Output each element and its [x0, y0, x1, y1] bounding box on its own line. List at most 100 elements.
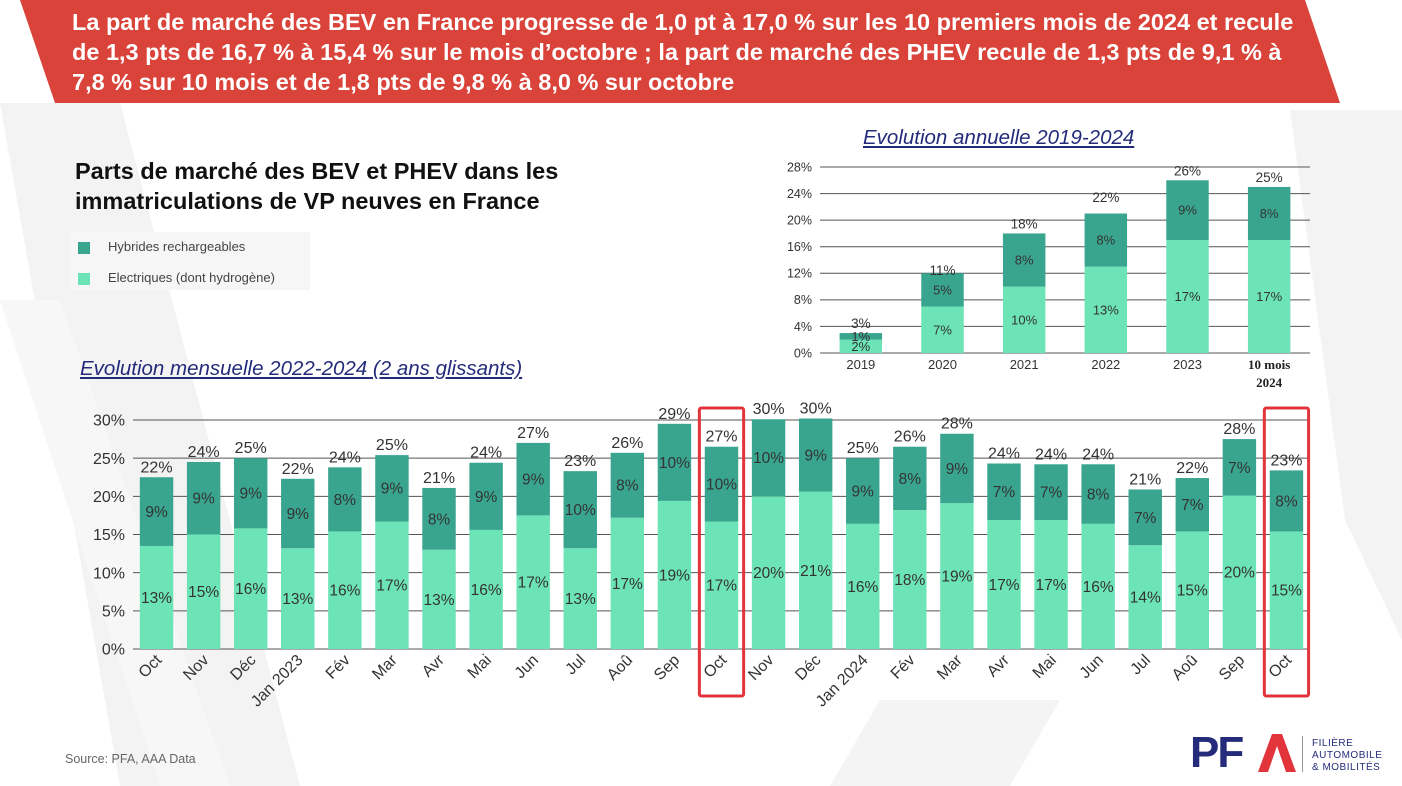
label-bev-1: 15% [188, 584, 219, 601]
y-tick-label: 30% [93, 413, 125, 430]
monthly-subtitle: Evolution mensuelle 2022-2024 (2 ans gli… [80, 357, 523, 380]
total-label-3: 22% [282, 461, 314, 478]
label-bev-24: 15% [1271, 583, 1302, 600]
bar-bev-2 [1002, 286, 1046, 353]
label-phev-0: 1% [851, 329, 870, 344]
x-tick-label-11: Sep [651, 652, 683, 684]
label-bev-4: 16% [329, 583, 360, 600]
bar-phev-3 [281, 478, 315, 549]
label-bev-15: 16% [847, 579, 878, 596]
label-phev-23: 7% [1228, 460, 1251, 477]
label-phev-4: 9% [1178, 203, 1197, 218]
bar-phev-21 [1128, 489, 1162, 546]
label-phev-8: 9% [522, 472, 545, 489]
bar-bev-0 [839, 339, 883, 353]
legend-label-bev: Electriques (dont hydrogène) [108, 270, 275, 285]
monthly-chart: 0% 5% 10% 15% 20% 25% 30% 13% 9% 22% Oct 15% 9% 24% No… [93, 400, 1311, 710]
bar-phev-15 [846, 458, 880, 524]
highlight-box-12 [697, 406, 746, 698]
total-label-19: 24% [1035, 446, 1067, 463]
label-bev-1: 7% [933, 322, 952, 337]
x-tick-label-1: Nov [180, 652, 212, 684]
label-bev-23: 20% [1224, 565, 1255, 582]
y-tick-label: 12% [787, 267, 812, 281]
label-bev-22: 15% [1177, 583, 1208, 600]
highlight-box-24 [1262, 406, 1311, 698]
pfa-logo: PF FILIÈRE AUTOMOBILE & MOBILITÉS [1190, 728, 1390, 778]
label-bev-11: 19% [659, 567, 690, 584]
label-bev-20: 16% [1083, 579, 1114, 596]
label-bev-13: 20% [753, 565, 784, 582]
bar-phev-24 [1269, 470, 1304, 532]
total-label-6: 21% [423, 470, 455, 487]
bar-phev-12 [704, 446, 739, 522]
bar-bev-0 [139, 545, 174, 649]
total-label-24: 23% [1270, 452, 1302, 469]
label-bev-17: 19% [941, 569, 972, 586]
logo-line-1: FILIÈRE [1312, 738, 1354, 749]
label-phev-4: 8% [334, 492, 357, 509]
annual-chart: 0% 4% 8% 12% 16% 20% 24% 28% 2%1%3% 2019 7% 5% 11% 20… [787, 160, 1310, 390]
label-bev-0: 2% [851, 339, 870, 354]
label-bev-8: 17% [518, 575, 549, 592]
source-note: Source: PFA, AAA Data [65, 752, 196, 766]
label-phev-10: 8% [616, 478, 639, 495]
x-tick-label-14: Déc [792, 652, 824, 684]
x-tick-label-13: Nov [745, 652, 777, 684]
label-phev-1: 5% [933, 282, 952, 297]
headline-banner: La part de marché des BEV en France prog… [0, 0, 1402, 103]
total-label-14: 30% [800, 400, 832, 417]
total-label-2: 25% [235, 440, 267, 457]
x-tick-label-18: Avr [984, 651, 1013, 680]
total-label-16: 26% [894, 429, 926, 446]
total-label-2: 18% [1011, 216, 1038, 231]
y-tick-label: 0% [102, 642, 125, 659]
x-tick-label-8: Jun [512, 652, 542, 682]
bar-bev-16 [893, 510, 927, 649]
bar-phev-1 [186, 461, 221, 535]
label-phev-21: 7% [1134, 510, 1157, 527]
bar-bev-22 [1175, 531, 1210, 649]
bar-phev-17 [940, 433, 974, 504]
label-phev-1: 9% [192, 491, 215, 508]
label-bev-3: 13% [282, 591, 313, 608]
logo-line-3: & MOBILITÉS [1312, 762, 1381, 773]
bar-bev-18 [987, 519, 1021, 649]
total-label-1: 11% [929, 263, 955, 278]
total-label-8: 27% [517, 425, 549, 442]
total-label-21: 21% [1129, 471, 1161, 488]
bar-phev-18 [987, 463, 1021, 520]
bar-phev-0 [839, 333, 883, 340]
bar-phev-14 [798, 418, 833, 492]
x-tick-label-5: 10 mois 2024 [1248, 357, 1290, 390]
x-tick-label-21: Jul [1128, 652, 1154, 678]
x-tick-label-1: 2020 [928, 357, 957, 372]
logo-separator [1302, 736, 1303, 772]
x-tick-label-7: Mai [465, 652, 495, 682]
label-bev-6: 13% [424, 592, 455, 609]
total-label-4: 26% [1174, 163, 1201, 178]
label-bev-5: 17% [376, 578, 407, 595]
label-phev-6: 8% [428, 511, 451, 528]
bar-phev-4 [328, 467, 362, 532]
annual-subtitle: Evolution annuelle 2019-2024 [863, 126, 1135, 149]
logo-letters: PF [1190, 728, 1244, 777]
bar-bev-23 [1222, 495, 1257, 649]
total-label-0: 22% [141, 459, 173, 476]
bar-bev-1 [921, 306, 964, 353]
bar-bev-10 [610, 517, 645, 649]
bar-bev-13 [751, 496, 786, 649]
total-label-5: 25% [1256, 170, 1283, 185]
x-tick-label-0: Oct [136, 651, 166, 681]
total-label-1: 24% [188, 444, 220, 461]
total-label-10: 26% [611, 435, 643, 452]
label-bev-21: 14% [1130, 590, 1161, 607]
logo-a-mark [1258, 734, 1296, 772]
bar-phev-23 [1222, 439, 1257, 496]
x-tick-label-16: Fév [888, 652, 919, 683]
label-phev-11: 10% [659, 455, 690, 472]
bar-bev-7 [469, 529, 503, 649]
label-phev-5: 9% [381, 481, 404, 498]
x-tick-label-5: Mar [369, 651, 401, 683]
y-tick-label: 0% [794, 346, 812, 360]
